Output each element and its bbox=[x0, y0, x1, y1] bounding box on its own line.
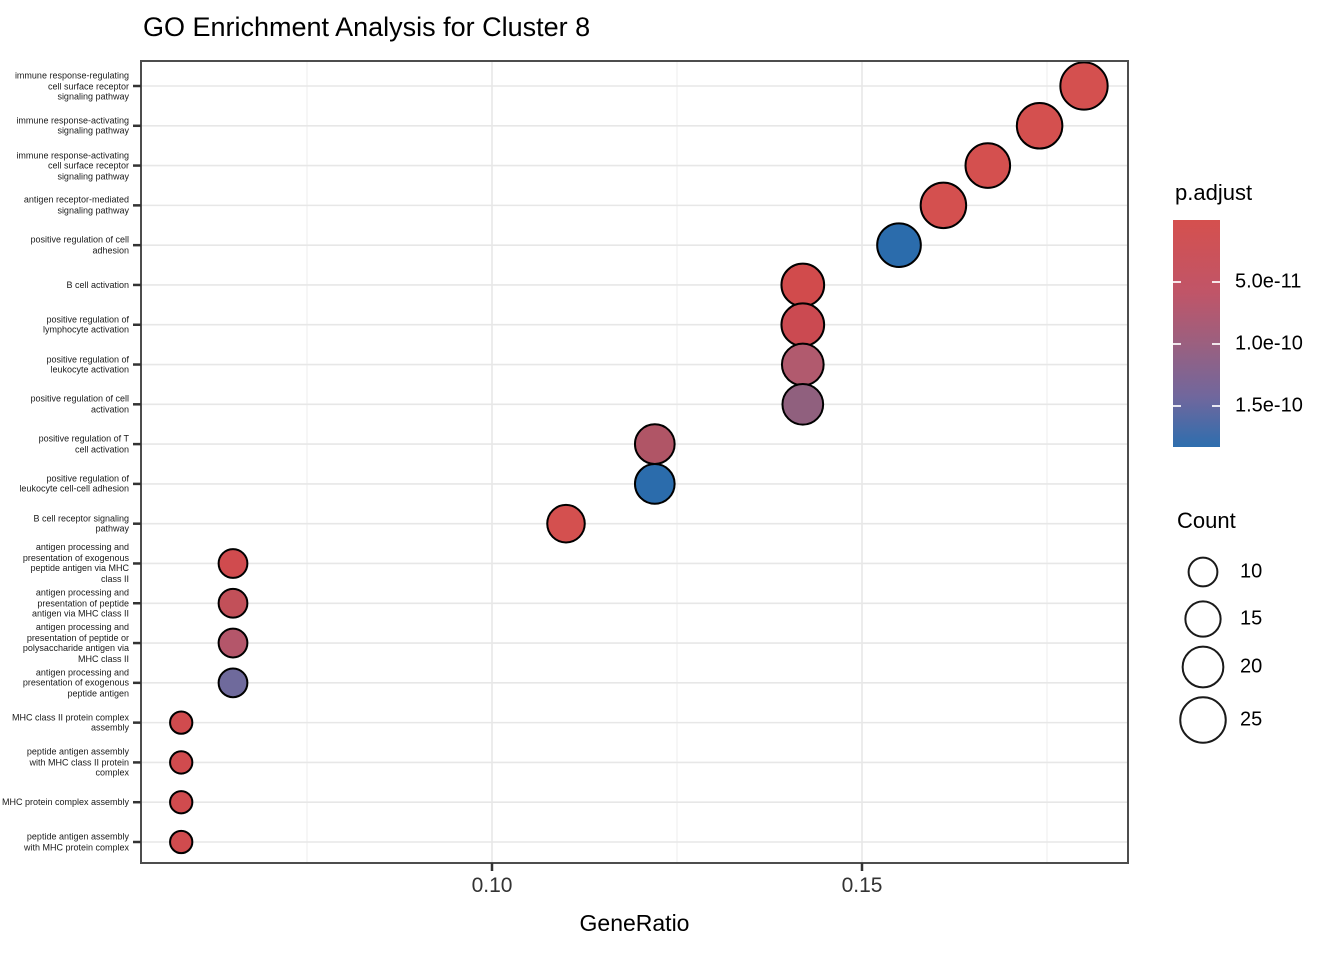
y-axis-category-label: MHC class II protein complex assembly bbox=[11, 712, 129, 733]
count-legend-value: 25 bbox=[1240, 708, 1263, 731]
data-point bbox=[964, 142, 1012, 189]
chart-title: GO Enrichment Analysis for Cluster 8 bbox=[143, 12, 591, 42]
count-legend-value: 15 bbox=[1240, 607, 1263, 630]
y-axis-category-label: peptide antigen assembly with MHC class … bbox=[26, 746, 129, 778]
y-axis-category-label: positive regulation of lymphocyte activa… bbox=[42, 314, 129, 335]
y-axis-category-label: positive regulation of cell activation bbox=[30, 393, 129, 415]
panel-border bbox=[140, 60, 1129, 864]
data-point bbox=[633, 463, 676, 505]
padjust-gradient-tickmark bbox=[1212, 343, 1220, 345]
y-axis-category-label: antigen processing and presentation of p… bbox=[31, 587, 129, 619]
count-legend-value: 10 bbox=[1240, 560, 1263, 583]
x-tick-label-010: 0.10 bbox=[471, 874, 513, 897]
count-legend-circle bbox=[1187, 556, 1219, 588]
padjust-gradient-tickmark bbox=[1212, 405, 1220, 407]
padjust-gradient-tickmark bbox=[1173, 343, 1181, 345]
y-axis-category-label: immune response-regulating cell surface … bbox=[14, 70, 129, 102]
data-point bbox=[217, 667, 249, 699]
padjust-tick-label: 1.0e-10 bbox=[1235, 332, 1303, 355]
y-axis-category-label: peptide antigen assembly with MHC protei… bbox=[23, 831, 129, 853]
padjust-legend-title: p.adjust bbox=[1175, 180, 1253, 205]
y-axis-category-label: immune response-activating signaling pat… bbox=[16, 115, 129, 136]
y-axis-category-label: positive regulation of cell adhesion bbox=[30, 234, 129, 256]
padjust-gradient-bar bbox=[1173, 220, 1220, 447]
y-axis-category-label: immune response-activating cell surface … bbox=[16, 149, 129, 181]
count-legend-title: Count bbox=[1177, 508, 1236, 533]
padjust-gradient-tickmark bbox=[1173, 405, 1181, 407]
data-point bbox=[633, 423, 676, 465]
y-axis-category-label: B cell receptor signaling pathway bbox=[33, 513, 129, 534]
y-axis-category-label: positive regulation of T cell activation bbox=[38, 433, 129, 455]
data-point bbox=[780, 342, 825, 387]
data-point bbox=[781, 382, 825, 426]
data-point bbox=[169, 710, 194, 735]
x-axis-title: GeneRatio bbox=[579, 910, 690, 936]
padjust-gradient-tickmark bbox=[1173, 281, 1181, 283]
y-axis-category-label: positive regulation of leukocyte activat… bbox=[46, 354, 129, 375]
y-axis-category-label: antigen receptor-mediated signaling path… bbox=[23, 194, 129, 216]
data-point bbox=[169, 829, 194, 855]
padjust-tick-label: 1.5e-10 bbox=[1235, 394, 1303, 417]
count-legend-circle bbox=[1181, 645, 1225, 689]
y-axis-category-label: positive regulation of leukocyte cell-ce… bbox=[19, 473, 129, 494]
data-point bbox=[1015, 102, 1064, 150]
data-point bbox=[1059, 61, 1109, 111]
x-tick-label-015: 0.15 bbox=[841, 874, 883, 897]
data-point bbox=[780, 262, 826, 308]
data-point bbox=[217, 548, 249, 579]
count-legend-value: 20 bbox=[1240, 655, 1263, 678]
data-point bbox=[169, 750, 194, 775]
y-axis-category-label: antigen processing and presentation of e… bbox=[22, 542, 129, 584]
y-axis-category-label: MHC protein complex assembly bbox=[1, 796, 129, 807]
y-axis-category-label: antigen processing and presentation of p… bbox=[22, 622, 129, 664]
data-point bbox=[780, 302, 826, 348]
data-point bbox=[217, 587, 249, 619]
padjust-tick-label: 5.0e-11 bbox=[1235, 270, 1302, 293]
data-point bbox=[169, 790, 194, 815]
data-point bbox=[876, 222, 922, 268]
data-point bbox=[546, 503, 586, 544]
y-axis-category-label: B cell activation bbox=[66, 279, 129, 290]
count-legend-circle bbox=[1184, 600, 1222, 638]
padjust-gradient-tickmark bbox=[1212, 281, 1220, 283]
data-point bbox=[919, 181, 968, 230]
y-axis-category-label: antigen processing and presentation of e… bbox=[22, 667, 129, 699]
count-legend-circle bbox=[1179, 696, 1227, 744]
data-point bbox=[217, 627, 249, 659]
